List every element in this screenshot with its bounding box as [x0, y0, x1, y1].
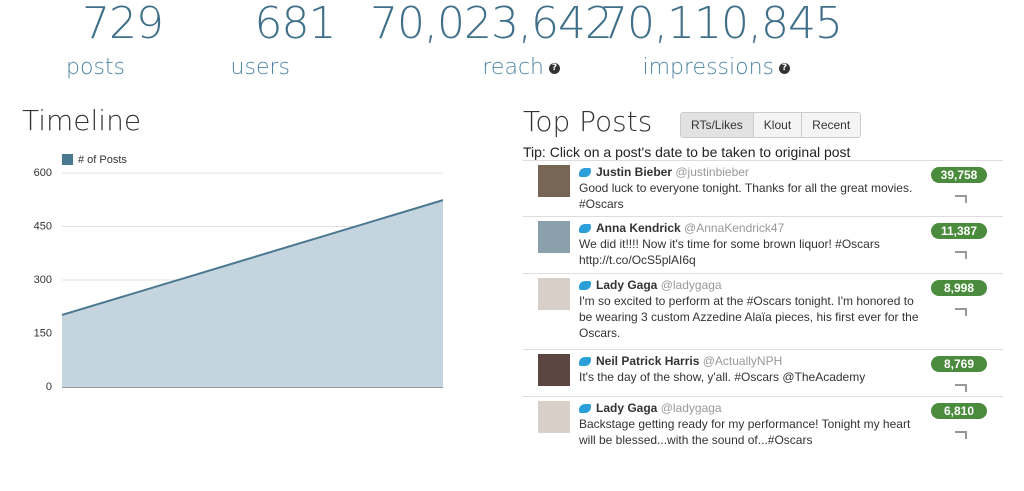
help-icon: ?: [779, 62, 790, 74]
avatar: [538, 221, 570, 253]
twitter-icon: [579, 224, 591, 234]
section-title: Timeline: [22, 104, 142, 137]
author-name: Lady Gaga: [596, 401, 658, 415]
post-header: Anna Kendrick @AnnaKendrick47: [579, 220, 924, 236]
post-row: Lady Gaga @ladygaga Backstage getting rea…: [523, 396, 1003, 459]
stat-label-text: posts: [66, 55, 125, 80]
post-text: Lady Gaga @ladygaga I'm so excited to per…: [579, 277, 924, 341]
count-badge: 8,998: [931, 280, 987, 296]
twitter-icon: [579, 357, 591, 367]
tweet-text: We did it!!!! Now it's time for some bro…: [579, 237, 880, 267]
tab[interactable]: RTs/Likes: [681, 113, 753, 137]
legend-label: # of Posts: [78, 154, 127, 166]
author-name: Anna Kendrick: [596, 221, 681, 235]
post-row: Neil Patrick Harris @ActuallyNPH It's the…: [523, 349, 1003, 397]
post-row: Anna Kendrick @AnnaKendrick47 We did it!!…: [523, 216, 1003, 274]
avatar: [538, 354, 570, 386]
section-title: Top Posts: [523, 105, 653, 138]
y-tick-label: 150: [34, 327, 52, 339]
y-tick-label: 300: [34, 274, 52, 286]
author-handle: @justinbieber: [675, 165, 749, 179]
legend-swatch: [62, 154, 73, 165]
share-icon[interactable]: [955, 308, 967, 316]
tab[interactable]: Klout: [752, 113, 802, 137]
post-header: Justin Bieber @justinbieber: [579, 164, 924, 180]
stat-label-text: users: [230, 55, 290, 80]
y-tick-label: 450: [34, 220, 52, 232]
twitter-icon: [579, 404, 591, 414]
y-tick-label: 600: [34, 167, 52, 179]
stat-value: 70,023,642: [370, 0, 613, 49]
count-badge: 6,810: [931, 403, 987, 419]
twitter-icon: [579, 281, 591, 291]
author-handle: @AnnaKendrick47: [684, 221, 785, 235]
help-icon: ?: [549, 62, 560, 74]
area: [62, 200, 443, 387]
post-text: Anna Kendrick @AnnaKendrick47 We did it!!…: [579, 220, 924, 268]
share-icon[interactable]: [955, 195, 967, 203]
author-name: Justin Bieber: [596, 165, 673, 179]
author-name: Lady Gaga: [596, 278, 658, 292]
tab[interactable]: Recent: [801, 113, 861, 137]
stat-label-text: impressions: [642, 55, 774, 80]
tab-bar: RTs/Likes Klout Recent: [680, 112, 862, 138]
stat-label-text: reach: [482, 55, 544, 80]
count-badge: 8,769: [931, 356, 987, 372]
twitter-icon: [579, 168, 591, 178]
stat-value: 70,110,845: [600, 0, 843, 49]
post-row: Lady Gaga @ladygaga I'm so excited to per…: [523, 273, 1003, 350]
share-icon[interactable]: [955, 431, 967, 439]
stat-label: posts: [0, 55, 125, 80]
post-header: Lady Gaga @ladygaga: [579, 400, 924, 416]
tweet-text: It's the day of the show, y'all. #Oscars…: [579, 370, 866, 384]
post-text: Lady Gaga @ladygaga Backstage getting rea…: [579, 400, 924, 448]
stat-value: 729: [82, 0, 164, 49]
author-handle: @ActuallyNPH: [702, 354, 783, 368]
tweet-text: Good luck to everyone tonight. Thanks fo…: [579, 181, 913, 211]
post-header: Lady Gaga @ladygaga: [579, 277, 924, 293]
share-icon[interactable]: [955, 384, 967, 392]
post-text: Justin Bieber @justinbieber Good luck to …: [579, 164, 924, 212]
post-header: Neil Patrick Harris @ActuallyNPH: [579, 353, 924, 369]
count-badge: 39,758: [931, 167, 987, 183]
author-handle: @ladygaga: [660, 278, 722, 292]
stat-label: reach?: [290, 55, 560, 80]
y-tick-label: 0: [46, 381, 52, 393]
tip: Tip: Click on a post's date to be taken …: [523, 144, 851, 160]
avatar: [538, 278, 570, 310]
avatar: [538, 401, 570, 433]
line: [61, 199, 444, 316]
timeline-chart: 0 150 300 450 600 # of Posts: [34, 154, 444, 393]
post-row: Justin Bieber @justinbieber Good luck to …: [523, 160, 1003, 217]
avatar: [538, 165, 570, 197]
share-icon[interactable]: [955, 251, 967, 259]
author-name: Neil Patrick Harris: [596, 354, 700, 368]
stat-label: impressions?: [520, 55, 790, 80]
author-handle: @ladygaga: [660, 401, 722, 415]
post-text: Neil Patrick Harris @ActuallyNPH It's the…: [579, 353, 924, 385]
tweet-text: I'm so excited to perform at the #Oscars…: [579, 294, 919, 340]
count-badge: 11,387: [931, 223, 987, 239]
tweet-text: Backstage getting ready for my performan…: [579, 417, 911, 447]
stat-label: users: [160, 55, 290, 80]
stat-value: 681: [254, 0, 337, 49]
